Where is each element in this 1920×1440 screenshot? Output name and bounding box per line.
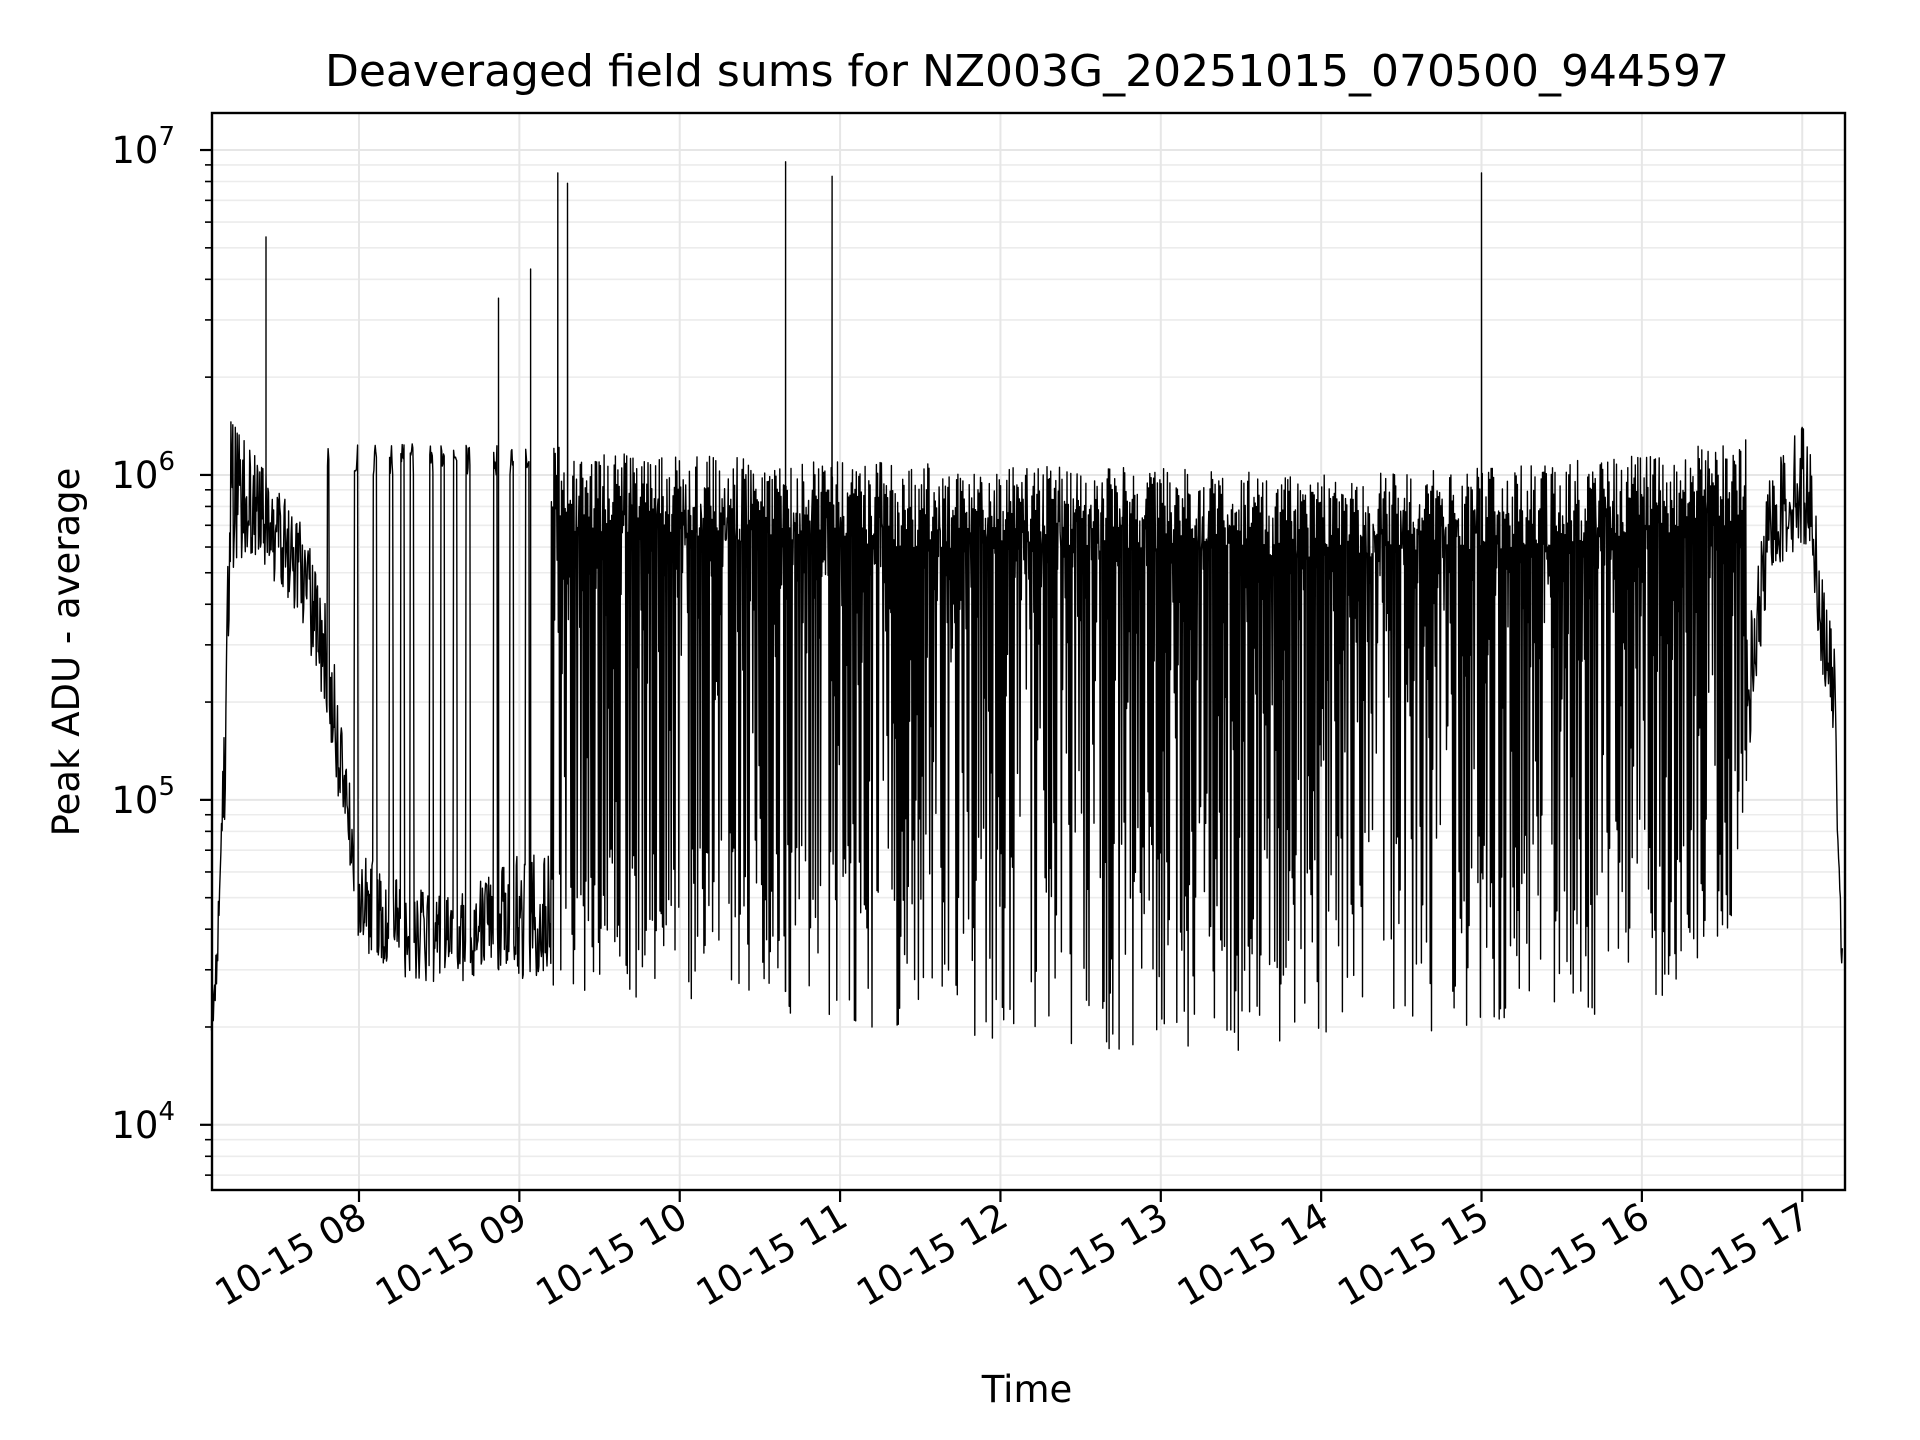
y-tick-exponent: 4 [158,1097,175,1127]
plot-frame [210,111,1847,1192]
y-tick-exponent: 6 [158,447,175,477]
series-line [210,161,1843,1051]
y-tick-label: 107 [111,122,175,172]
y-tick-exponent: 5 [158,772,175,802]
y-tick-base: 10 [111,454,158,497]
y-tick-label: 105 [111,772,175,822]
y-tick-base: 10 [111,779,158,822]
y-tick-label: 104 [111,1097,175,1147]
series-layer [210,161,1843,1051]
chart-title: Deaveraged field sums for NZ003G_2025101… [325,46,1729,97]
y-tick-base: 10 [111,129,158,172]
y-axis-label: Peak ADU - average [45,468,88,837]
y-tick-base: 10 [111,1104,158,1147]
y-tick-label: 106 [111,447,175,497]
y-tick-exponent: 7 [158,122,175,152]
x-axis-label: Time [981,1368,1073,1411]
